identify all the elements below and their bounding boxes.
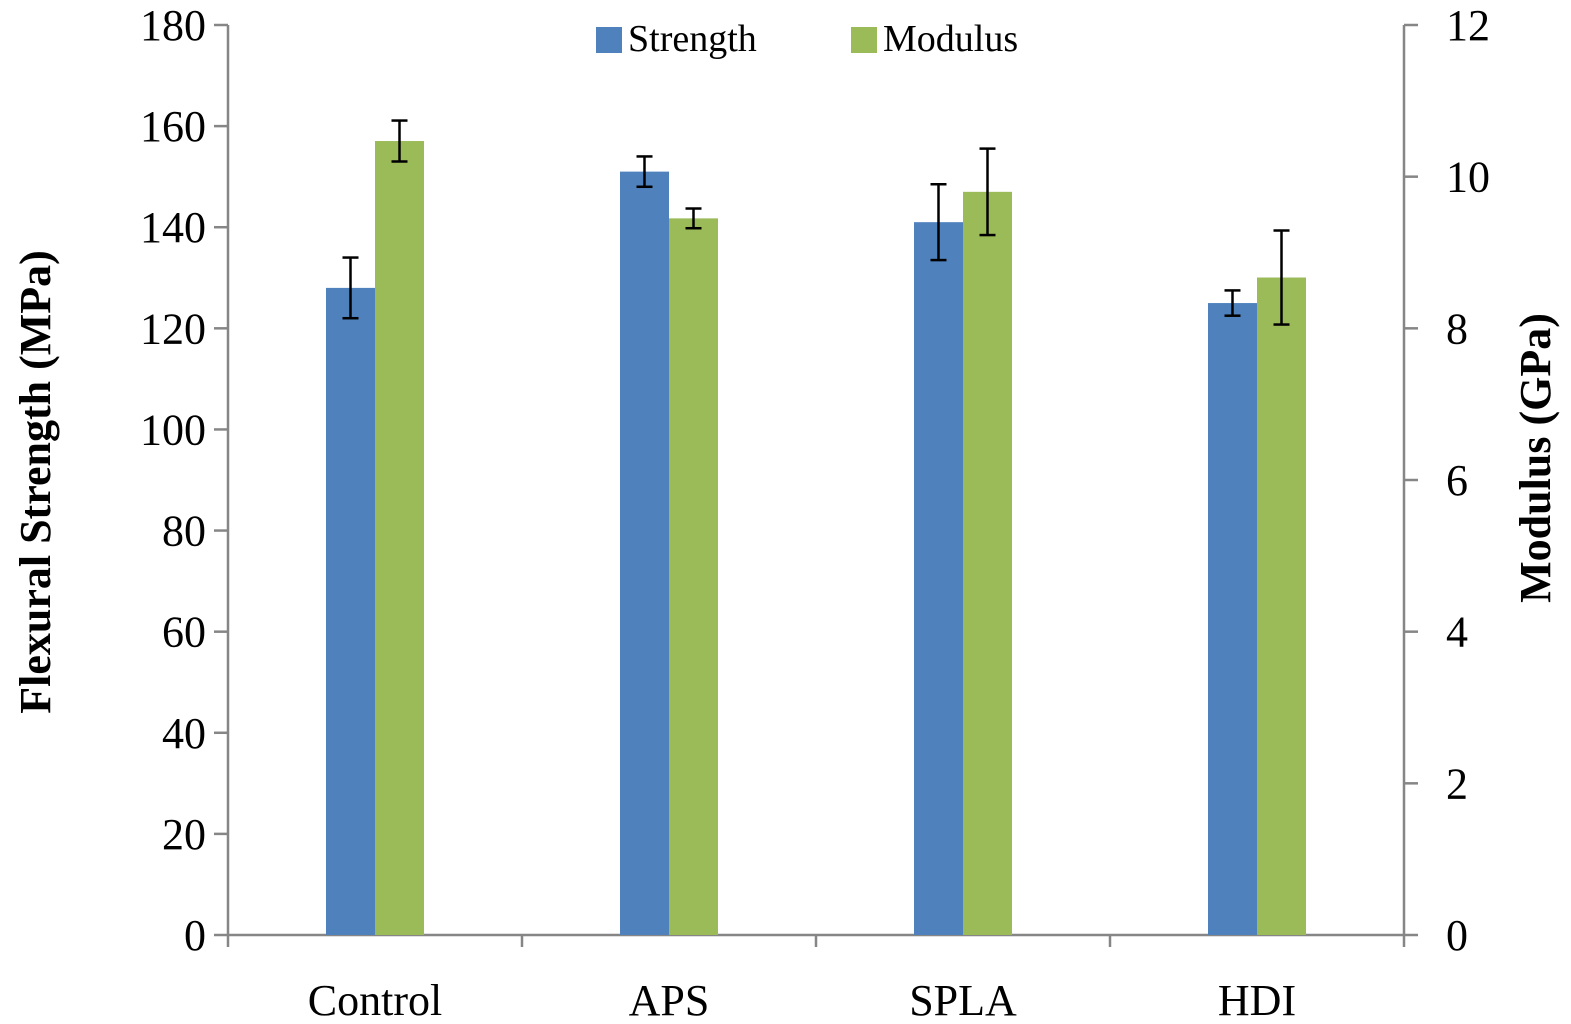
legend-label-modulus: Modulus [883, 18, 1018, 60]
bar-strength-hdi [1208, 303, 1257, 935]
y2-tick-label: 4 [1446, 608, 1468, 657]
legend-swatch-modulus [851, 27, 877, 53]
bars [326, 141, 1306, 936]
y-tick-label: 140 [140, 203, 206, 252]
y2-tick-label: 2 [1446, 759, 1468, 808]
y2-tick-label: 8 [1446, 304, 1468, 353]
x-tick-label: HDI [1218, 976, 1296, 1024]
y-tick-label: 60 [162, 608, 206, 657]
bar-modulus-control [375, 141, 424, 935]
y2-tick-label: 12 [1446, 1, 1490, 50]
legend-label-strength: Strength [628, 18, 757, 60]
error-bars [342, 119, 1290, 326]
axis-labels: 0 20 40 60 80 100 120 140 160 180 0 2 4 6 8 10 12 Control… [140, 1, 1490, 1024]
y2-tick-label: 0 [1446, 911, 1468, 960]
y-axis-title: Flexural Strength (MPa) [11, 250, 60, 714]
bar-modulus-aps [669, 218, 718, 935]
x-tick-label: Control [308, 976, 442, 1024]
y2-axis-title: Modulus (GPa) [1511, 313, 1560, 603]
y2-tick-label: 10 [1446, 153, 1490, 202]
y-tick-label: 80 [162, 507, 206, 556]
y-tick-label: 180 [140, 1, 206, 50]
bar-modulus-hdi [1257, 277, 1306, 935]
legend-swatch-strength [596, 27, 622, 53]
y-tick-label: 0 [184, 911, 206, 960]
bar-strength-control [326, 287, 375, 935]
legend: Strength Modulus [596, 18, 1018, 60]
x-tick-label: SPLA [909, 976, 1017, 1024]
y2-tick-label: 6 [1446, 456, 1468, 505]
bar-strength-aps [620, 171, 669, 936]
y-tick-label: 160 [140, 102, 206, 151]
y-tick-label: 20 [162, 810, 206, 859]
y-tick-label: 40 [162, 709, 206, 758]
y-tick-label: 100 [140, 405, 206, 454]
x-tick-label: APS [629, 976, 710, 1024]
y-tick-label: 120 [140, 304, 206, 353]
bar-modulus-spla [963, 191, 1012, 936]
bar-strength-spla [914, 222, 963, 935]
